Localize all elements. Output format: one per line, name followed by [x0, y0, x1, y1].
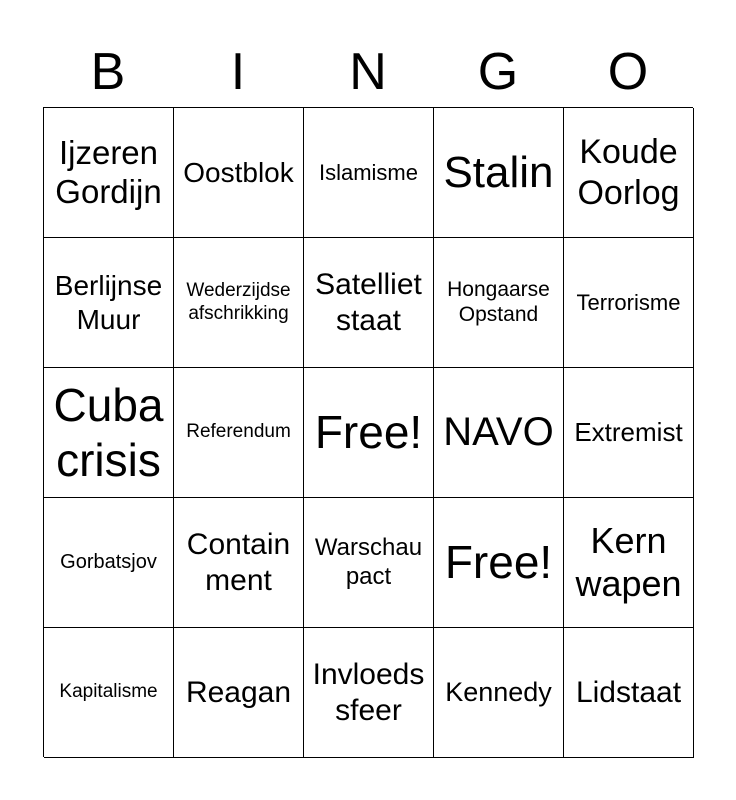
cell-label: Kern wapen: [575, 520, 682, 604]
bingo-cell[interactable]: Terrorisme: [564, 238, 694, 368]
bingo-cell[interactable]: Free!: [434, 498, 564, 628]
bingo-cell[interactable]: Stalin: [434, 108, 564, 238]
bingo-cell[interactable]: Invloeds sfeer: [304, 628, 434, 758]
cell-label: Kapitalisme: [59, 681, 158, 703]
cell-label: Oostblok: [183, 156, 294, 188]
bingo-cell[interactable]: Lidstaat: [564, 628, 694, 758]
cell-label: Kennedy: [445, 676, 552, 707]
bingo-cell[interactable]: Islamisme: [304, 108, 434, 238]
cell-label: Ijzeren Gordijn: [55, 133, 162, 210]
cell-label: Free!: [444, 536, 553, 589]
bingo-cell[interactable]: Cuba crisis: [44, 368, 174, 498]
bingo-cell[interactable]: Kern wapen: [564, 498, 694, 628]
cell-label: Wederzijdse afschrikking: [186, 280, 291, 324]
bingo-cell[interactable]: Satelliet staat: [304, 238, 434, 368]
bingo-cell[interactable]: Wederzijdse afschrikking: [174, 238, 304, 368]
header-letter: B: [90, 43, 126, 101]
header-letter: N: [349, 43, 387, 101]
bingo-cell[interactable]: Reagan: [174, 628, 304, 758]
header-letter: I: [230, 43, 246, 101]
bingo-cell[interactable]: Oostblok: [174, 108, 304, 238]
bingo-cell[interactable]: Hongaarse Opstand: [434, 238, 564, 368]
cell-label: NAVO: [443, 409, 554, 454]
cell-label: Satelliet staat: [315, 268, 422, 337]
cell-label: Gorbatsjov: [60, 550, 157, 573]
bingo-cell[interactable]: Ijzeren Gordijn: [44, 108, 174, 238]
header-letter: G: [477, 43, 519, 101]
cell-label: Extremist: [574, 417, 683, 448]
bingo-cell[interactable]: Warschau pact: [304, 498, 434, 628]
cell-label: Referendum: [186, 421, 291, 443]
bingo-cell[interactable]: Kennedy: [434, 628, 564, 758]
bingo-cell[interactable]: NAVO: [434, 368, 564, 498]
cell-label: Contain ment: [186, 528, 291, 597]
cell-label: Cuba crisis: [53, 379, 164, 486]
bingo-cell[interactable]: Berlijnse Muur: [44, 238, 174, 368]
cell-label: Reagan: [185, 675, 292, 709]
cell-label: Terrorisme: [576, 289, 681, 315]
cell-label: Lidstaat: [575, 675, 682, 709]
bingo-cell[interactable]: Gorbatsjov: [44, 498, 174, 628]
bingo-cell[interactable]: Extremist: [564, 368, 694, 498]
bingo-header: B I N G O: [43, 40, 693, 104]
cell-label: Berlijnse Muur: [54, 270, 163, 335]
bingo-cell[interactable]: Contain ment: [174, 498, 304, 628]
header-letter: O: [607, 43, 649, 101]
bingo-cell[interactable]: Kapitalisme: [44, 628, 174, 758]
cell-label: Free!: [314, 406, 423, 459]
cell-label: Invloeds sfeer: [312, 658, 425, 727]
bingo-cell[interactable]: Referendum: [174, 368, 304, 498]
cell-label: Warschau pact: [314, 534, 423, 590]
bingo-cell[interactable]: Koude Oorlog: [564, 108, 694, 238]
bingo-grid: Ijzeren Gordijn Oostblok Islamisme Stalin Ko…: [43, 107, 694, 758]
cell-label: Stalin: [443, 147, 554, 197]
cell-label: Hongaarse Opstand: [447, 277, 550, 326]
cell-label: Koude Oorlog: [577, 133, 680, 212]
bingo-cell[interactable]: Free!: [304, 368, 434, 498]
cell-label: Islamisme: [318, 159, 418, 185]
